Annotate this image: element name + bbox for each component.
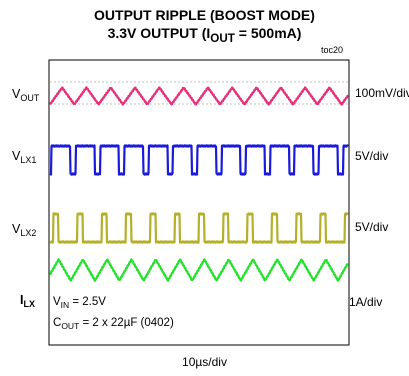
scale-ilx: 1A/div	[349, 295, 383, 309]
scale-vlx2: 5V/div	[355, 220, 389, 234]
scale-vlx1: 5V/div	[355, 149, 389, 163]
plot-frame	[48, 59, 350, 346]
trace-output	[48, 86, 349, 106]
trace-lx1	[49, 144, 349, 176]
channel-label-vlx1: VLX1	[12, 149, 37, 165]
condition-vin: VIN = 2.5V	[53, 296, 106, 310]
channel-label-vout: VOUT	[12, 87, 40, 103]
trace-lx2	[49, 212, 349, 244]
trace-lx	[49, 258, 349, 282]
chart-subtitle: 3.3V OUTPUT (IOUT = 500mA)	[107, 25, 302, 45]
chart-title: OUTPUT RIPPLE (BOOST MODE)	[94, 7, 315, 23]
scale-vout: 100mV/div	[355, 86, 409, 100]
channel-label-vlx2: VLX2	[12, 222, 37, 238]
x-scale: 10µs/div	[182, 355, 227, 369]
traces-group	[48, 81, 349, 282]
channel-label-ilx: ILX	[20, 293, 35, 309]
condition-cout: COUT = 2 x 22µF (0402)	[53, 317, 174, 331]
figure-id: toc20	[321, 45, 344, 55]
